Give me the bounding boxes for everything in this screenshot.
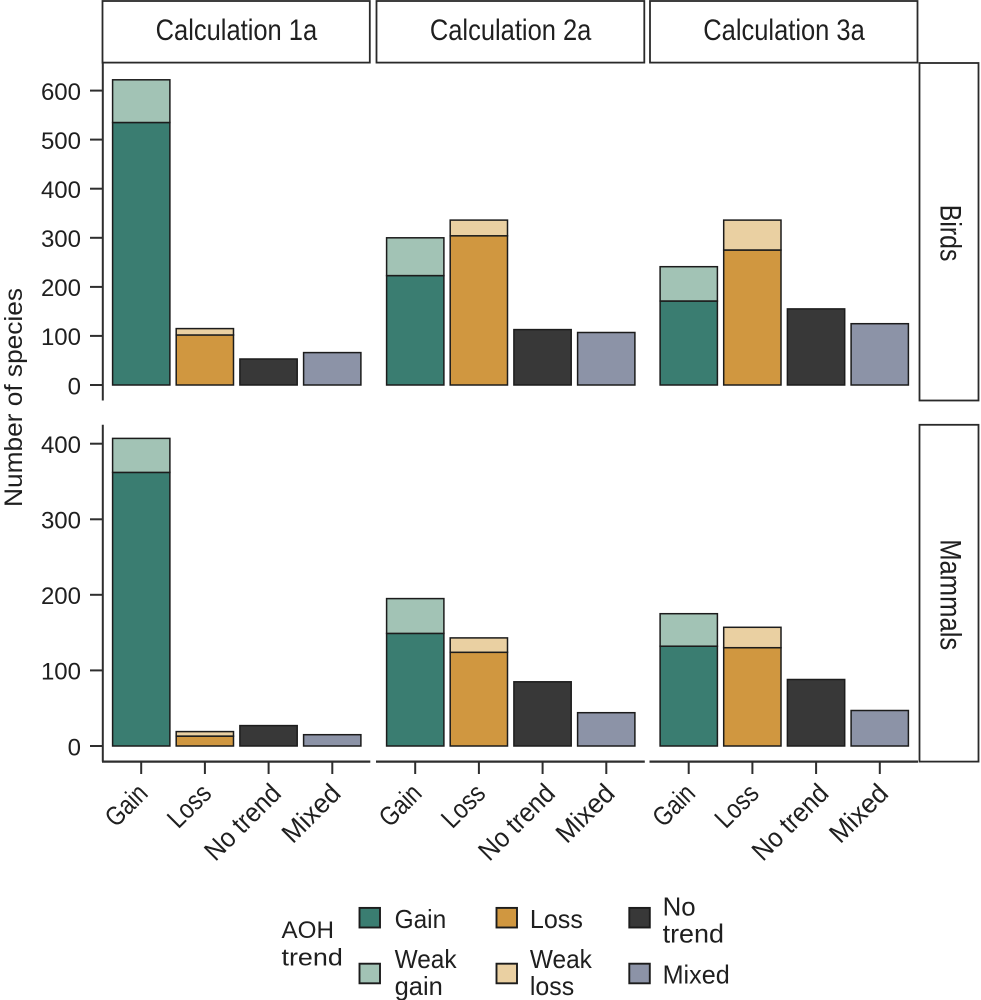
svg-text:Weak: Weak	[395, 944, 458, 974]
svg-text:300: 300	[41, 508, 81, 535]
svg-text:400: 400	[41, 177, 81, 204]
svg-text:Birds: Birds	[934, 205, 967, 262]
svg-text:Weak: Weak	[530, 944, 593, 974]
svg-text:Calculation 1a: Calculation 1a	[156, 14, 318, 47]
svg-text:No: No	[663, 892, 696, 922]
svg-text:trend: trend	[282, 945, 343, 972]
svg-text:Number of species: Number of species	[0, 288, 28, 507]
svg-text:600: 600	[41, 79, 81, 106]
svg-text:100: 100	[41, 324, 81, 351]
svg-text:Loss: Loss	[530, 904, 583, 934]
svg-text:200: 200	[41, 583, 81, 610]
svg-text:Mixed: Mixed	[663, 960, 730, 990]
svg-text:200: 200	[41, 275, 81, 302]
svg-text:0: 0	[68, 734, 81, 761]
svg-text:trend: trend	[663, 919, 724, 949]
svg-text:100: 100	[41, 659, 81, 686]
svg-text:400: 400	[41, 432, 81, 459]
svg-text:300: 300	[41, 226, 81, 253]
svg-text:Mammals: Mammals	[934, 539, 967, 650]
svg-text:gain: gain	[395, 971, 443, 1000]
svg-text:AOH: AOH	[282, 917, 335, 944]
svg-text:500: 500	[41, 128, 81, 155]
svg-text:0: 0	[68, 373, 81, 400]
svg-text:Calculation 3a: Calculation 3a	[703, 14, 865, 47]
svg-text:loss: loss	[530, 971, 574, 1000]
svg-text:Gain: Gain	[395, 904, 447, 934]
svg-text:Calculation 2a: Calculation 2a	[430, 14, 592, 47]
